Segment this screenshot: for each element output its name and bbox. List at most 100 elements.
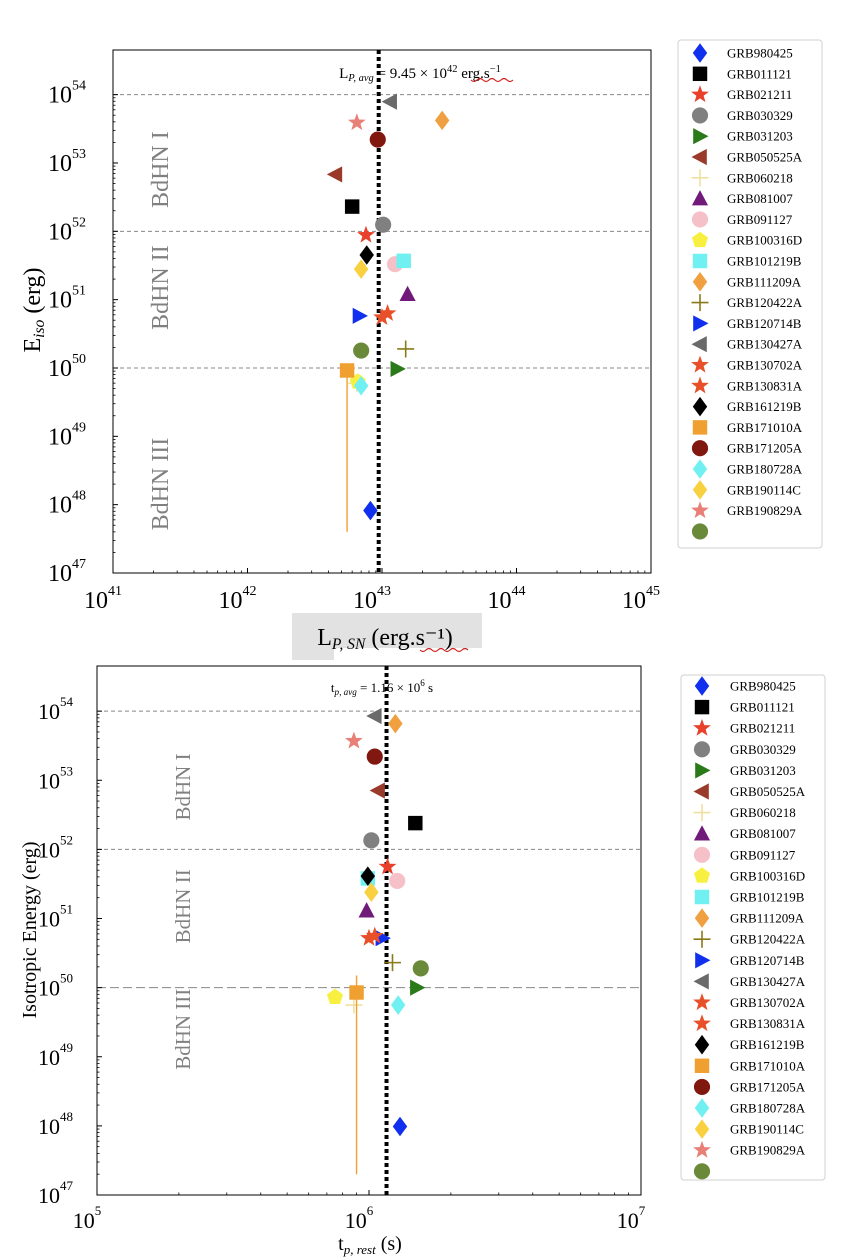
y-tick-label: 1052 [38, 832, 73, 862]
x-tick-exp: 5 [95, 1203, 102, 1218]
average-label-sub: P, avg [347, 73, 373, 84]
x-label-sub: p, rest [343, 1242, 376, 1257]
region-label: BdHN III [171, 989, 195, 1070]
x-tick-base: 10 [219, 588, 243, 614]
legend-marker [695, 762, 711, 779]
legend-marker [691, 107, 709, 124]
x-label-main: t [338, 1233, 344, 1255]
y-tick-label: 1050 [48, 352, 86, 382]
legend-marker [693, 1140, 711, 1158]
legend-label: GRB031203 [727, 129, 793, 144]
y-tick-base: 10 [48, 561, 72, 587]
spellcheck-underline [419, 647, 469, 653]
legend-label: GRB130702A [727, 358, 803, 373]
average-label-main: L [339, 66, 348, 82]
legend-label: GRB111209A [730, 911, 805, 926]
x-label-sub: P, SN [331, 636, 367, 653]
legend-label: GRB111209A [727, 274, 802, 289]
y-tick-base: 10 [48, 493, 72, 519]
y-tick-base: 10 [48, 83, 72, 109]
legend-marker [691, 148, 707, 166]
data-point [344, 199, 360, 214]
y-tick-exp: 53 [72, 147, 86, 162]
y-tick-label: 1053 [38, 763, 73, 793]
y-tick-exp: 47 [60, 1178, 74, 1193]
legend-marker [692, 43, 708, 63]
legend-label: GRB190114C [730, 1122, 804, 1137]
legend-marker [694, 1119, 710, 1139]
legend-label: GRB031203 [730, 763, 796, 778]
x-tick-base: 10 [353, 588, 377, 614]
average-label-unit-exp: −1 [490, 64, 501, 75]
legend-marker [691, 501, 709, 519]
legend-marker [692, 66, 708, 82]
x-tick-label: 106 [345, 1203, 374, 1233]
legend-label: GRB161219B [727, 399, 802, 414]
y-tick-base: 10 [38, 907, 60, 932]
y-tick-label: 1047 [38, 1178, 74, 1208]
legend-marker [693, 825, 711, 841]
data-point [389, 872, 406, 889]
x-tick-base: 10 [84, 588, 108, 614]
average-label-sub: p, avg [334, 687, 358, 697]
legend-marker [694, 1058, 710, 1074]
legend-label: GRB100316D [727, 233, 802, 248]
legend-label: GRB021211 [727, 87, 792, 102]
y-tick-label: 1054 [48, 79, 86, 109]
average-label-exp: 42 [447, 64, 458, 75]
legend-marker [691, 336, 707, 353]
y-tick-label: 1049 [38, 1040, 73, 1070]
legend-label: GRB100316D [730, 868, 805, 883]
x-tick-label: 1041 [84, 584, 122, 614]
data-point [381, 93, 397, 110]
legend-marker [694, 1034, 710, 1055]
legend-label: GRB161219B [730, 1037, 805, 1052]
data-point [357, 225, 375, 243]
legend-marker [693, 128, 709, 145]
legend-marker [691, 355, 709, 373]
x-tick-base: 10 [622, 588, 646, 614]
y-tick-exp: 51 [72, 284, 86, 299]
y-tick-base: 10 [38, 1114, 60, 1139]
data-point [353, 342, 370, 359]
data-point [373, 308, 391, 325]
data-point [358, 902, 375, 918]
data-point [360, 866, 376, 886]
legend-marker [691, 440, 709, 457]
x-label-main: L [317, 625, 332, 651]
legend-marker [693, 993, 711, 1011]
x-label-unit: (erg.s⁻¹) [365, 625, 452, 651]
legend-marker [692, 480, 708, 500]
legend-marker [692, 420, 708, 435]
y-tick-base: 10 [38, 699, 60, 724]
y-tick-label: 1052 [48, 215, 86, 245]
region-label: BdHN III [148, 438, 174, 531]
y-tick-base: 10 [38, 768, 60, 793]
legend-marker [693, 1014, 711, 1032]
y-tick-exp: 51 [60, 902, 73, 917]
y-tick-label: 1053 [48, 147, 86, 177]
legend-label: GRB081007 [730, 826, 796, 841]
x-tick-exp: 6 [367, 1203, 374, 1218]
y-tick-exp: 48 [60, 1109, 73, 1124]
legend-label: GRB171205A [727, 441, 803, 456]
x-tick-base: 10 [73, 1208, 95, 1233]
x-tick-exp: 44 [512, 584, 526, 599]
legend-marker [693, 718, 711, 736]
legend-label: GRB091127 [730, 847, 796, 862]
y-tick-base: 10 [38, 1045, 60, 1070]
y-tick-base: 10 [48, 219, 72, 245]
x-axis-label: LP, SN (erg.s⁻¹) [317, 625, 453, 653]
legend-marker [692, 396, 708, 417]
average-line-label: LP, avg = 9.45 × 1042 erg.s−1 [339, 64, 501, 84]
legend-label: GRB011121 [730, 700, 795, 715]
legend-marker [692, 253, 708, 269]
x-tick-label: 1045 [622, 584, 660, 614]
legend-label: GRB050525A [730, 784, 806, 799]
data-point [349, 985, 364, 1000]
region-label: BdHN I [171, 753, 195, 820]
y-tick-base: 10 [38, 1183, 60, 1208]
data-point [412, 960, 429, 977]
legend-label: GRB120422A [727, 295, 803, 310]
